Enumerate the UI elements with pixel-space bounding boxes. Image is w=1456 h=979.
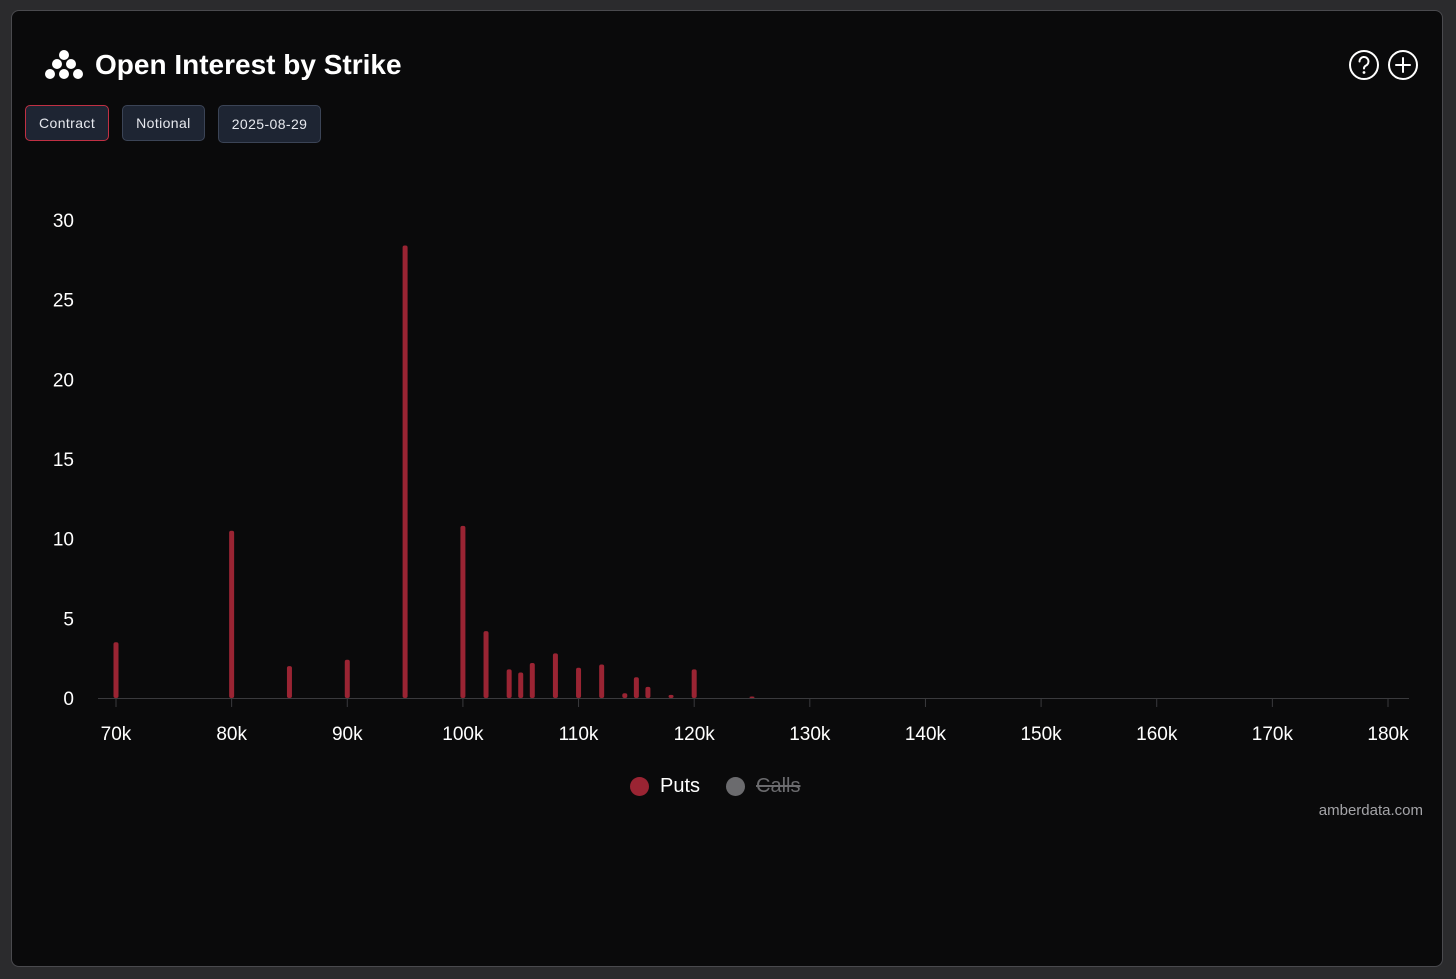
y-tick-label: 20 — [53, 370, 74, 391]
puts-bar[interactable] — [552, 653, 558, 698]
puts-bar[interactable] — [113, 642, 119, 698]
amberdata-logo-icon — [45, 50, 83, 79]
x-tick-label: 170k — [1252, 724, 1294, 745]
puts-bar[interactable] — [483, 631, 489, 698]
y-tick-label: 0 — [63, 689, 74, 710]
x-tick-label: 150k — [1020, 724, 1062, 745]
legend-item-puts[interactable]: Puts — [630, 775, 700, 798]
y-tick-label: 5 — [63, 609, 74, 630]
y-tick-label: 10 — [53, 530, 74, 551]
y-tick-label: 25 — [53, 291, 74, 312]
top-right-actions — [1348, 49, 1419, 81]
source-credit: amberdata.com — [1318, 802, 1423, 819]
x-tick-label: 80k — [216, 724, 247, 745]
puts-bar[interactable] — [576, 667, 582, 698]
puts-series — [113, 245, 755, 699]
puts-bar[interactable] — [518, 672, 524, 698]
chart-header: Open Interest by Strike — [43, 48, 402, 82]
puts-bar[interactable] — [622, 693, 628, 698]
puts-legend-label: Puts — [660, 775, 701, 797]
puts-bar[interactable] — [599, 664, 605, 698]
puts-bar[interactable] — [691, 669, 697, 698]
puts-bar[interactable] — [529, 662, 535, 698]
x-tick-label: 130k — [789, 724, 831, 745]
notional-button[interactable]: Notional — [122, 105, 205, 141]
puts-bar[interactable] — [749, 696, 755, 699]
expiry-date-select[interactable]: 2025-08-29 — [217, 105, 322, 143]
chart-title: Open Interest by Strike — [95, 49, 402, 80]
puts-bar[interactable] — [633, 677, 639, 698]
puts-legend-dot — [630, 777, 649, 796]
x-tick-label: 110k — [559, 724, 599, 745]
puts-bar[interactable] — [645, 686, 651, 698]
puts-bar[interactable] — [668, 694, 674, 698]
x-tick-label: 160k — [1136, 724, 1178, 745]
x-tick-label: 100k — [442, 724, 484, 745]
x-tick-label: 90k — [332, 724, 363, 745]
puts-bar[interactable] — [286, 666, 292, 698]
x-tick-label: 180k — [1367, 724, 1409, 745]
puts-bar[interactable] — [344, 659, 350, 698]
help-icon[interactable] — [1348, 49, 1380, 81]
y-tick-label: 30 — [53, 211, 74, 232]
x-tick-label: 120k — [674, 724, 716, 745]
toolbar: Contract Notional 2025-08-29 — [25, 105, 322, 143]
x-axis: 70k 80k 90k 100k 110k 120k 130k 140k 150k 160k 170… — [101, 698, 1409, 745]
puts-bar[interactable] — [402, 245, 408, 698]
legend: Puts Calls — [630, 775, 826, 798]
x-tick-label: 70k — [101, 724, 132, 745]
y-axis: 0 5 10 15 20 25 30 — [53, 211, 74, 710]
puts-bar[interactable] — [460, 525, 466, 698]
add-icon[interactable] — [1387, 49, 1419, 81]
legend-item-calls[interactable]: Calls — [726, 775, 800, 798]
calls-legend-label: Calls — [756, 775, 801, 797]
puts-bar[interactable] — [506, 669, 512, 698]
calls-legend-dot — [726, 777, 746, 796]
x-tick-label: 140k — [905, 724, 947, 745]
contract-button[interactable]: Contract — [25, 105, 110, 141]
chart-card — [11, 10, 1443, 967]
y-tick-label: 15 — [53, 450, 74, 471]
puts-bar[interactable] — [229, 530, 235, 698]
